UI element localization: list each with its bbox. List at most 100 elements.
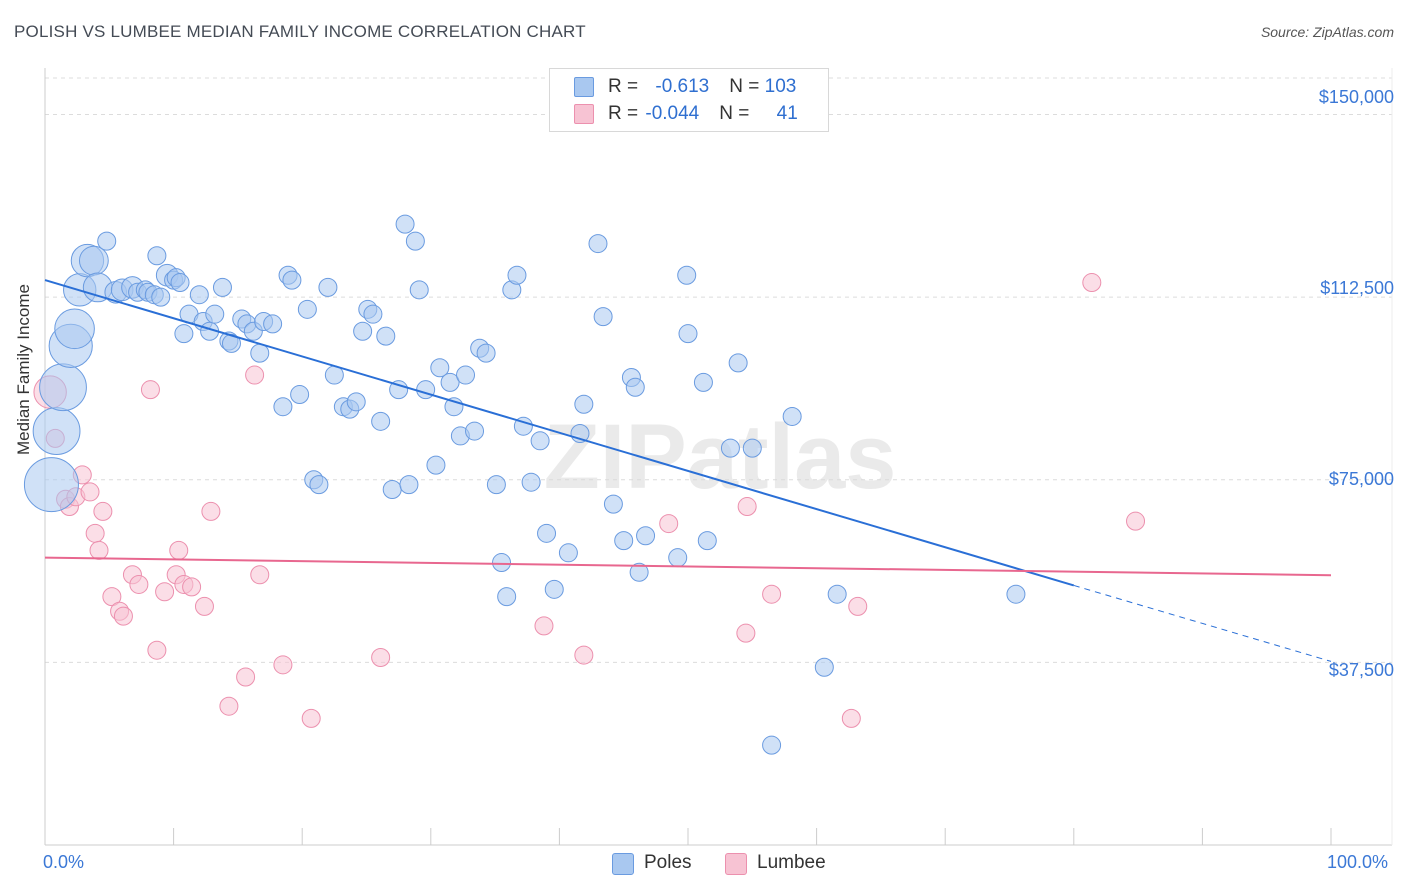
poles-point bbox=[558, 543, 578, 563]
lumbee-point bbox=[80, 482, 100, 502]
poles-point bbox=[486, 475, 506, 495]
poles-legend-label: Poles bbox=[644, 852, 692, 873]
lumbee-point bbox=[659, 514, 679, 534]
lumbee-trend-line bbox=[44, 556, 1332, 577]
poles-point bbox=[32, 407, 81, 455]
poles-point bbox=[614, 531, 634, 551]
poles-point bbox=[147, 246, 167, 266]
poles-point bbox=[297, 299, 317, 319]
poles-point bbox=[1006, 584, 1026, 604]
poles-trend-line bbox=[44, 279, 1075, 587]
poles-point bbox=[728, 353, 748, 373]
lumbee-point bbox=[301, 708, 321, 728]
x-tick-label: 0.0% bbox=[43, 852, 85, 872]
poles-point bbox=[476, 343, 496, 363]
poles-point bbox=[588, 234, 608, 254]
lumbee-point bbox=[129, 574, 149, 594]
poles-point bbox=[399, 475, 419, 495]
x-tick-label: 100.0% bbox=[1327, 852, 1389, 872]
poles-point bbox=[353, 321, 373, 341]
lumbee-point bbox=[1082, 273, 1102, 293]
poles-point bbox=[54, 308, 95, 350]
poles-point bbox=[814, 657, 834, 677]
lumbee-point bbox=[155, 582, 175, 602]
lumbee-point bbox=[250, 565, 270, 585]
poles-point bbox=[492, 553, 512, 573]
watermark: ZIPatlas bbox=[544, 406, 897, 508]
poles-point bbox=[603, 494, 623, 514]
y-tick-label: $37,500 bbox=[1328, 660, 1394, 680]
poles-point bbox=[363, 304, 383, 324]
poles-point bbox=[677, 265, 697, 285]
trend-lines bbox=[44, 279, 1332, 662]
lumbee-swatch bbox=[574, 104, 594, 124]
poles-point bbox=[151, 287, 171, 307]
lumbee-point bbox=[93, 501, 113, 521]
lumbee-point bbox=[194, 596, 214, 616]
lumbee-point bbox=[113, 606, 133, 626]
poles-point bbox=[318, 277, 338, 297]
y-axis-label: Median Family Income bbox=[14, 283, 33, 455]
y-tick-label: $75,000 bbox=[1328, 469, 1394, 489]
poles-point bbox=[97, 231, 117, 251]
lumbee-point bbox=[140, 380, 160, 400]
poles-point bbox=[574, 394, 594, 414]
poles-point bbox=[405, 231, 425, 251]
poles-trend-extension bbox=[1073, 584, 1332, 662]
poles-point bbox=[282, 270, 302, 290]
lumbee-point bbox=[1126, 511, 1146, 531]
lumbee-point bbox=[182, 577, 202, 597]
poles-point bbox=[23, 457, 79, 513]
poles-point bbox=[507, 265, 527, 285]
lumbee-stats: R = -0.044 N = 41 bbox=[608, 103, 798, 124]
lumbee-point bbox=[85, 523, 105, 543]
lumbee-legend-label: Lumbee bbox=[757, 852, 826, 873]
poles-point bbox=[409, 280, 429, 300]
poles-point bbox=[762, 735, 782, 755]
poles-point bbox=[205, 304, 225, 324]
poles-point bbox=[827, 584, 847, 604]
lumbee-point bbox=[371, 648, 391, 668]
poles-point bbox=[174, 324, 194, 344]
poles-swatch bbox=[574, 77, 594, 97]
source-label: Source: ZipAtlas.com bbox=[1260, 24, 1394, 40]
poles-point bbox=[170, 273, 190, 293]
lumbee-point bbox=[848, 596, 868, 616]
poles-point bbox=[395, 214, 415, 234]
lumbee-point bbox=[736, 623, 756, 643]
y-tick-label: $150,000 bbox=[1318, 87, 1394, 107]
poles-point bbox=[742, 438, 762, 458]
poles-point bbox=[636, 526, 656, 546]
poles-point bbox=[668, 548, 688, 568]
poles-point bbox=[376, 326, 396, 346]
poles-point bbox=[440, 372, 460, 392]
lumbee-point bbox=[245, 365, 265, 385]
correlation-legend: R = -0.613 N = 103 R = -0.044 N = 41 bbox=[549, 68, 829, 132]
lumbee-n-value: 41 bbox=[776, 103, 798, 124]
poles-point bbox=[521, 472, 541, 492]
poles-point bbox=[593, 307, 613, 327]
poles-point bbox=[212, 277, 232, 297]
y-tick-label: $112,500 bbox=[1320, 278, 1394, 298]
poles-r-value: -0.613 bbox=[655, 76, 710, 97]
lumbee-point bbox=[236, 667, 256, 687]
lumbee-point bbox=[574, 645, 594, 665]
poles-point bbox=[309, 475, 329, 495]
chart-title: POLISH VS LUMBEE MEDIAN FAMILY INCOME CO… bbox=[14, 22, 586, 41]
lumbee-point bbox=[147, 640, 167, 660]
poles-point bbox=[465, 421, 485, 441]
poles-stats: R = -0.613 N = 103 bbox=[608, 76, 797, 97]
lumbee-point bbox=[89, 540, 109, 560]
poles-point bbox=[250, 343, 270, 363]
poles-point bbox=[290, 385, 310, 405]
poles-point bbox=[346, 392, 366, 412]
lumbee-point bbox=[841, 708, 861, 728]
lumbee-point bbox=[534, 616, 554, 636]
poles-point bbox=[39, 363, 87, 412]
poles-point bbox=[189, 285, 209, 305]
poles-points bbox=[23, 214, 1026, 755]
poles-point bbox=[456, 365, 476, 385]
poles-point bbox=[625, 377, 645, 397]
poles-point bbox=[530, 431, 550, 451]
lumbee-point bbox=[219, 696, 239, 716]
